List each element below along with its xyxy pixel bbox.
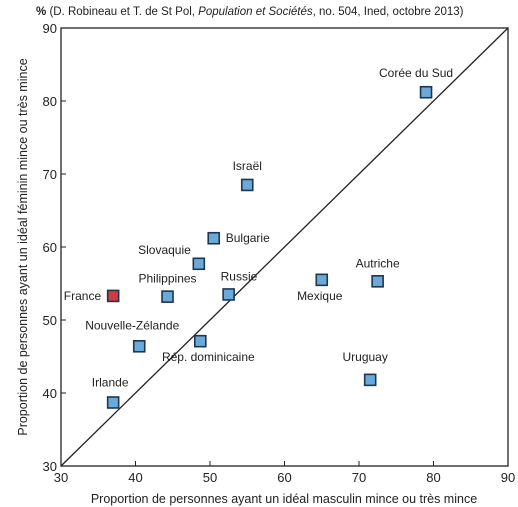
data-point-label: Nouvelle-Zélande: [85, 318, 179, 332]
source-rest: , no. 504, Ined, octobre 2013): [312, 6, 464, 18]
y-tick-label: 70: [43, 167, 57, 182]
data-point-marker: [315, 273, 329, 287]
data-point-marker: [371, 275, 384, 288]
x-tick-label: 40: [128, 470, 142, 485]
y-axis-title: Proportion de personnes ayant un idéal f…: [16, 58, 30, 435]
data-point-marker: [222, 288, 235, 301]
data-point-marker: [194, 334, 207, 348]
data-point-label: Rép. dominicaine: [162, 350, 255, 364]
data-point-label: Israël: [233, 159, 262, 173]
data-point-marker: [363, 373, 377, 387]
data-point-label: France: [64, 289, 102, 303]
data-point-label: Bulgarie: [226, 231, 270, 245]
data-point-marker: [192, 257, 206, 271]
x-tick-label: 60: [277, 470, 291, 485]
unit-label: %: [36, 6, 47, 18]
x-tick-label: 50: [203, 470, 217, 485]
data-point-label: Autriche: [356, 256, 400, 270]
data-point-marker: [207, 231, 221, 245]
data-point-marker: [240, 178, 254, 192]
x-axis-title: Proportion de personnes ayant un idéal m…: [91, 492, 477, 506]
diagonal-reference-line: [60, 27, 509, 467]
y-tick-label: 50: [43, 313, 57, 328]
y-tick-label: 90: [43, 21, 57, 36]
x-tick-label: 30: [54, 470, 68, 485]
data-point-label: Russie: [221, 269, 258, 283]
data-point-label: Irlande: [92, 375, 129, 389]
x-tick-label: 70: [352, 470, 366, 485]
source-citation: % (D. Robineau et T. de St Pol, Populati…: [36, 6, 464, 18]
data-point-marker: [419, 85, 433, 99]
data-point-label: Slovaquie: [138, 243, 191, 257]
y-tick-label: 30: [43, 459, 57, 474]
x-tick-label: 80: [426, 470, 440, 485]
data-point-marker: [161, 290, 174, 303]
y-tick-label: 40: [43, 386, 57, 401]
data-point-label: Philippines: [139, 272, 197, 286]
data-point-label: Corée du Sud: [379, 66, 453, 80]
data-point-marker: [106, 396, 120, 409]
x-tick-label: 90: [501, 470, 515, 485]
source-journal: Population et Sociétés: [198, 6, 313, 18]
y-tick-label: 60: [43, 240, 57, 255]
data-point-label: Uruguay: [342, 350, 387, 364]
data-point-marker: [132, 339, 146, 353]
data-point-marker: [106, 289, 120, 303]
y-tick-label: 80: [43, 94, 57, 109]
source-open: (D. Robineau et T. de St Pol,: [49, 6, 199, 18]
data-point-label: Mexique: [297, 289, 343, 303]
